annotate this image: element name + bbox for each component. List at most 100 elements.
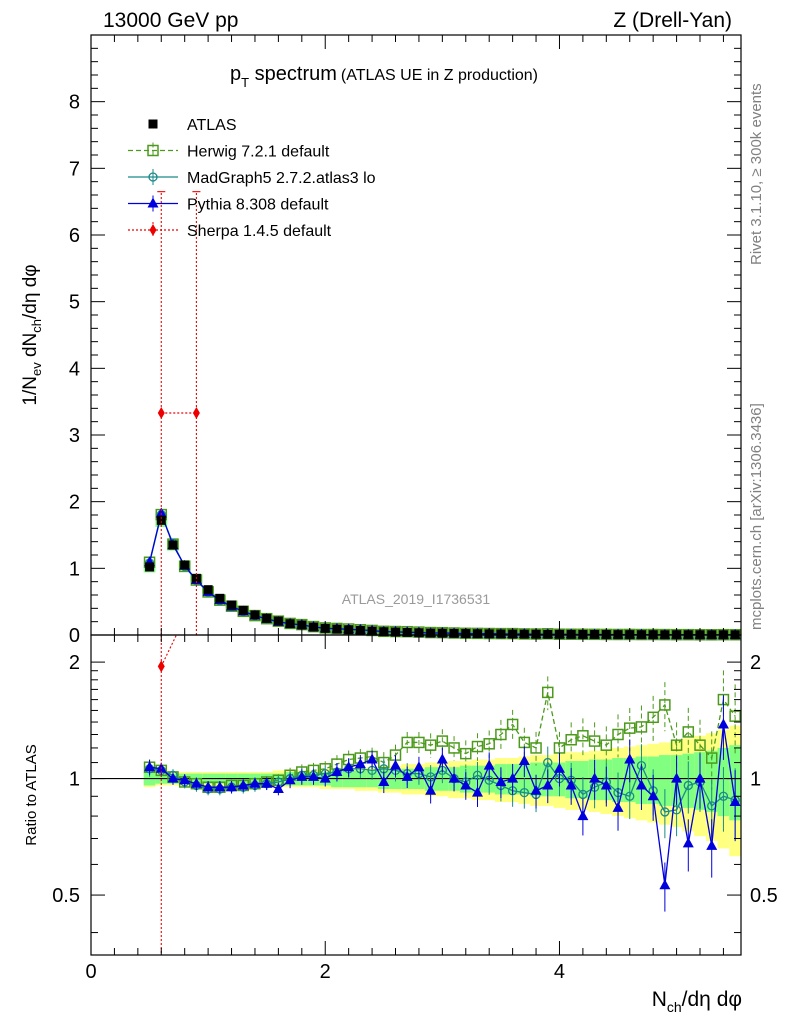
atlas-data-point <box>543 629 553 639</box>
pythia-ratio-point <box>507 772 519 783</box>
pythia-main-line <box>148 511 736 636</box>
atlas-data-point <box>203 585 213 595</box>
atlas-data-point <box>238 605 248 615</box>
title-subscript: T <box>241 75 249 90</box>
herwig-ratio-point <box>647 711 659 724</box>
madgraph-ratio-point <box>519 787 529 798</box>
herwig-ratio-point <box>623 722 636 734</box>
pythia-ratio-point <box>495 775 507 786</box>
madgraph-ratio-point <box>578 789 588 800</box>
main-panel-series <box>143 191 741 641</box>
herwig-ratio-point <box>659 699 671 711</box>
main-panel-bands <box>143 513 741 637</box>
axes: 0 2 4 0 1 2 3 4 5 6 7 8 0.5 0.5 1 1 2 2 <box>52 35 778 983</box>
y-tick-label: 1 <box>69 558 80 580</box>
pythia-ratio-point <box>659 879 671 890</box>
atlas-data-point <box>285 619 295 629</box>
y-tick-label: 3 <box>69 425 80 447</box>
pythia-ratio-point <box>413 761 425 772</box>
legend-label: MadGraph5 2.7.2.atlas3 lo <box>187 170 376 187</box>
legend-label: Herwig 7.2.1 default <box>187 144 330 161</box>
pythia-ratio-point <box>226 781 238 792</box>
y-tick-label: 8 <box>69 92 80 114</box>
sherpa-main-point <box>157 407 165 419</box>
legend-marker <box>148 172 158 182</box>
atlas-data-point <box>332 624 342 634</box>
atlas-data-point <box>379 627 389 637</box>
herwig-ratio-point <box>565 733 577 746</box>
sherpa-ratio-point <box>157 660 165 673</box>
madgraph-ratio-point <box>543 757 553 768</box>
herwig-ratio-point <box>542 686 554 699</box>
pythia-ratio-point <box>460 779 472 790</box>
herwig-ratio-point <box>448 742 460 754</box>
pythia-ratio-point <box>518 755 530 766</box>
herwig-ratio-point <box>600 739 613 751</box>
legend-label: ATLAS <box>187 117 237 134</box>
ylabel-b: ev <box>29 362 44 376</box>
madgraph-ratio-point <box>660 807 670 817</box>
ratio-tick-label-left: 2 <box>69 652 80 674</box>
herwig-ratio-point <box>705 752 718 764</box>
madgraph-ratio-point <box>718 791 729 801</box>
analysis-id: ATLAS_2019_I1736531 <box>342 591 491 607</box>
herwig-main-line <box>148 512 736 636</box>
pythia-ratio-point <box>436 753 448 764</box>
legend-label: Sherpa 1.4.5 default <box>187 223 332 240</box>
pythia-ratio-point <box>612 801 624 812</box>
title-note: (ATLAS UE in Z production) <box>341 67 538 84</box>
ylabel-c: dN <box>20 333 41 363</box>
ratio-tick-label-left: 0.5 <box>52 885 80 907</box>
pythia-ratio-point <box>214 781 226 792</box>
y-tick-label: 5 <box>69 292 80 314</box>
ratio-y-label: Ratio to ATLAS <box>23 744 40 845</box>
ratio-tick-label-right: 2 <box>750 652 761 674</box>
legend-marker <box>147 144 159 157</box>
herwig-ratio-point <box>401 736 413 749</box>
header-left: 13000 GeV pp <box>103 9 238 32</box>
pythia-ratio-point <box>635 779 647 790</box>
herwig-ratio-point <box>729 710 741 722</box>
pythia-ratio-point <box>272 782 284 793</box>
xlabel-c: /dη dφ <box>682 988 742 1011</box>
atlas-data-point <box>519 629 529 639</box>
x-tick-label: 2 <box>320 961 331 983</box>
header-right: Z (Drell-Yan) <box>613 9 732 32</box>
pythia-ratio-point <box>319 772 331 783</box>
y-tick-label: 4 <box>69 358 80 380</box>
title-p: p <box>230 63 241 85</box>
pythia-ratio-point <box>553 762 565 773</box>
ratio-tick-label-right: 1 <box>750 769 761 791</box>
herwig-ratio-point <box>530 742 542 754</box>
pythia-ratio-point <box>624 753 636 764</box>
atlas-data-point <box>180 560 190 570</box>
atlas-data-point <box>250 610 260 620</box>
herwig-ratio-point <box>506 718 519 731</box>
xlabel-b: ch <box>667 999 682 1015</box>
atlas-data-point <box>449 628 459 638</box>
legend-label: Pythia 8.308 default <box>187 197 329 214</box>
madgraph-ratio-point <box>472 770 483 780</box>
pythia-ratio-point <box>284 774 296 785</box>
pythia-ratio-point <box>308 770 320 781</box>
pythia-ratio-point <box>694 772 706 783</box>
legend-marker <box>149 224 157 236</box>
y-tick-label: 0 <box>69 625 80 647</box>
pythia-ratio-point <box>190 777 202 788</box>
pythia-ratio-point <box>565 779 577 790</box>
atlas-data-point <box>355 625 365 635</box>
ylabel-d: ch <box>29 319 44 333</box>
ratio-tick-label-right: 0.5 <box>750 885 778 907</box>
ylabel-e: /dη dφ <box>20 264 41 319</box>
herwig-ratio-point <box>436 735 449 747</box>
atlas-data-point <box>168 540 178 550</box>
x-tick-label: 0 <box>85 961 96 983</box>
herwig-ratio-point <box>670 739 683 751</box>
pythia-ratio-point <box>261 777 273 788</box>
herwig-ratio-point <box>612 728 624 741</box>
pythia-ratio-point <box>331 765 343 776</box>
sherpa-ratio-line <box>160 634 177 667</box>
atlas-data-point <box>145 562 155 572</box>
sherpa-main-point <box>192 407 200 419</box>
